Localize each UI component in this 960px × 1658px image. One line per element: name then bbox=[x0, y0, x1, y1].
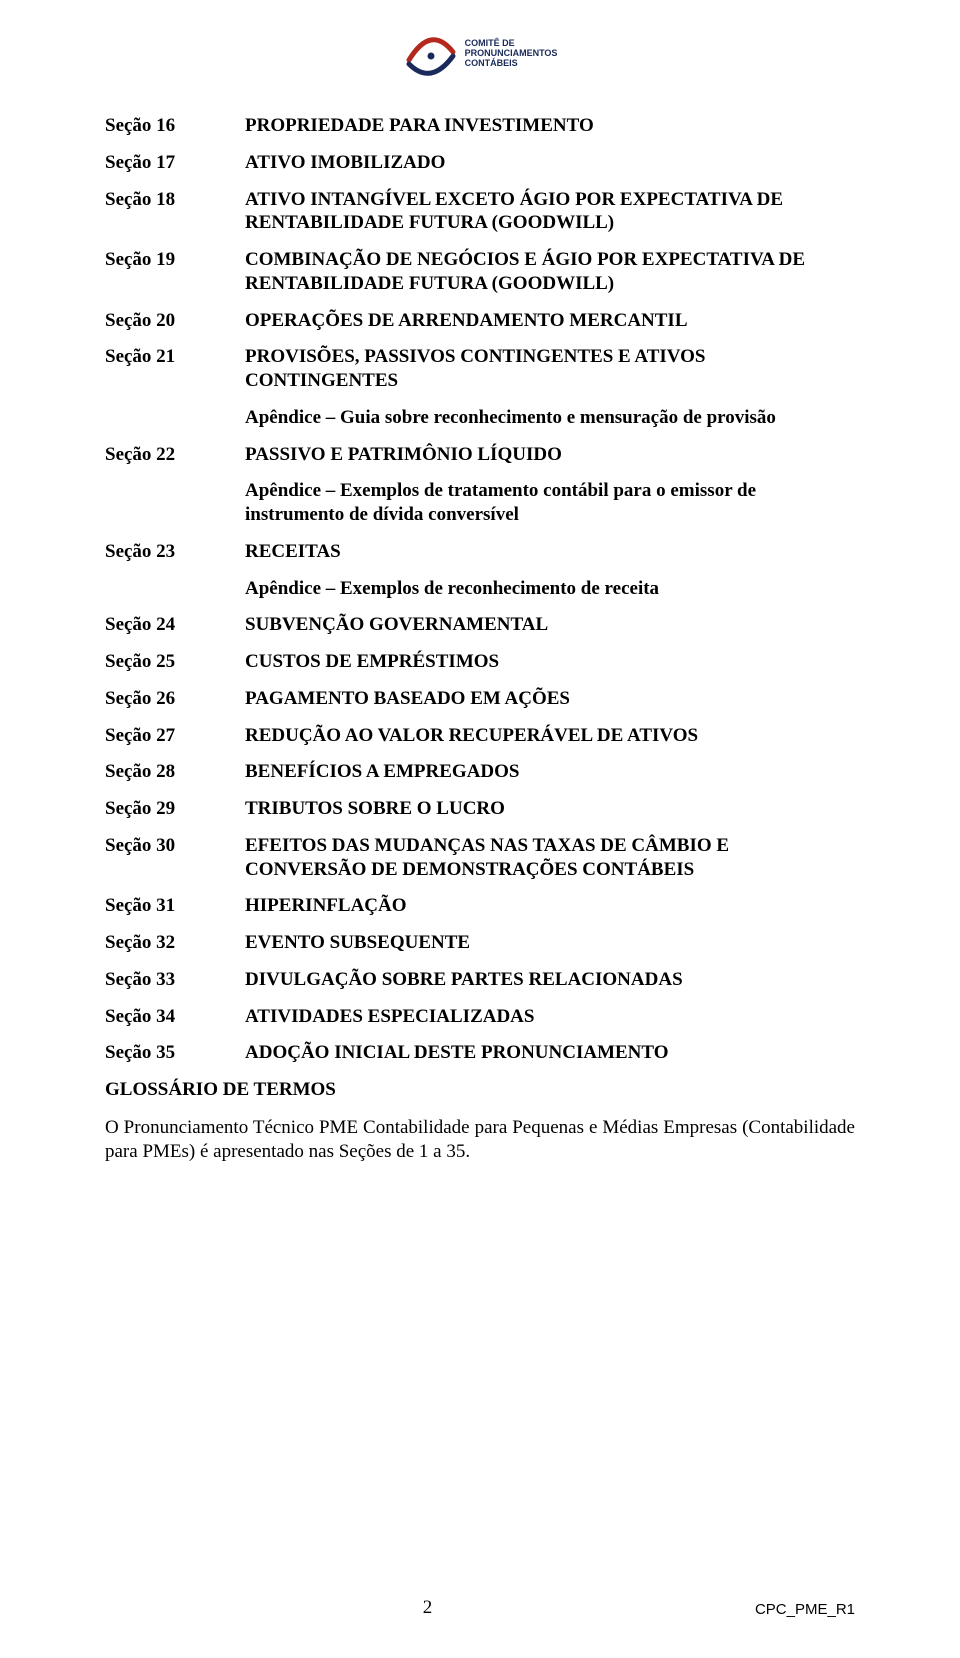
toc-row: Seção 35ADOÇÃO INICIAL DESTE PRONUNCIAME… bbox=[105, 1041, 855, 1065]
toc-section-title: COMBINAÇÃO DE NEGÓCIOS E ÁGIO POR EXPECT… bbox=[245, 248, 855, 296]
logo-text: COMITÊ DE PRONUNCIAMENTOS CONTÁBEIS bbox=[465, 39, 558, 69]
footnote-paragraph: O Pronunciamento Técnico PME Contabilida… bbox=[105, 1116, 855, 1164]
toc-row: Seção 18ATIVO INTANGÍVEL EXCETO ÁGIO POR… bbox=[105, 188, 855, 236]
toc-row: Seção 28BENEFÍCIOS A EMPREGADOS bbox=[105, 760, 855, 784]
toc-section-label: Seção 31 bbox=[105, 894, 245, 918]
toc-appendix: Apêndice – Exemplos de reconhecimento de… bbox=[245, 577, 855, 601]
toc-section-label: Seção 19 bbox=[105, 248, 245, 272]
toc-section-label: Seção 25 bbox=[105, 650, 245, 674]
toc-section-title: PROVISÕES, PASSIVOS CONTINGENTES E ATIVO… bbox=[245, 345, 855, 393]
toc-section-label: Seção 17 bbox=[105, 151, 245, 175]
toc-row: Seção 16PROPRIEDADE PARA INVESTIMENTO bbox=[105, 114, 855, 138]
toc-row: Seção 17ATIVO IMOBILIZADO bbox=[105, 151, 855, 175]
header-logo-wrap: COMITÊ DE PRONUNCIAMENTOS CONTÁBEIS bbox=[105, 30, 855, 78]
toc-section-title: PROPRIEDADE PARA INVESTIMENTO bbox=[245, 114, 855, 138]
toc-row: Seção 19COMBINAÇÃO DE NEGÓCIOS E ÁGIO PO… bbox=[105, 248, 855, 296]
toc-section-label: Seção 30 bbox=[105, 834, 245, 858]
toc-row: Seção 21PROVISÕES, PASSIVOS CONTINGENTES… bbox=[105, 345, 855, 393]
toc-section-label: Seção 18 bbox=[105, 188, 245, 212]
toc-section-title: BENEFÍCIOS A EMPREGADOS bbox=[245, 760, 855, 784]
toc-row: Seção 27REDUÇÃO AO VALOR RECUPERÁVEL DE … bbox=[105, 724, 855, 748]
header-logo: COMITÊ DE PRONUNCIAMENTOS CONTÁBEIS bbox=[403, 30, 558, 78]
toc-row: Seção 24SUBVENÇÃO GOVERNAMENTAL bbox=[105, 613, 855, 637]
toc-section-title: ADOÇÃO INICIAL DESTE PRONUNCIAMENTO bbox=[245, 1041, 855, 1065]
toc-section-label: Seção 34 bbox=[105, 1005, 245, 1029]
toc-section-label: Seção 32 bbox=[105, 931, 245, 955]
logo-icon bbox=[403, 30, 459, 78]
toc-section-title: PAGAMENTO BASEADO EM AÇÕES bbox=[245, 687, 855, 711]
toc-section-title: RECEITAS bbox=[245, 540, 855, 564]
toc-section-label: Seção 24 bbox=[105, 613, 245, 637]
toc-section-title: CUSTOS DE EMPRÉSTIMOS bbox=[245, 650, 855, 674]
toc-section-title: ATIVO INTANGÍVEL EXCETO ÁGIO POR EXPECTA… bbox=[245, 188, 855, 236]
toc-section-label: Seção 23 bbox=[105, 540, 245, 564]
toc-row: Seção 20OPERAÇÕES DE ARRENDAMENTO MERCAN… bbox=[105, 309, 855, 333]
toc-section-title: SUBVENÇÃO GOVERNAMENTAL bbox=[245, 613, 855, 637]
toc-row: Seção 29TRIBUTOS SOBRE O LUCRO bbox=[105, 797, 855, 821]
toc-row: Seção 34ATIVIDADES ESPECIALIZADAS bbox=[105, 1005, 855, 1029]
toc-section-title: TRIBUTOS SOBRE O LUCRO bbox=[245, 797, 855, 821]
toc-section-label: Seção 21 bbox=[105, 345, 245, 369]
toc-row: Seção 31HIPERINFLAÇÃO bbox=[105, 894, 855, 918]
toc-section-label: Seção 33 bbox=[105, 968, 245, 992]
toc-section-title: REDUÇÃO AO VALOR RECUPERÁVEL DE ATIVOS bbox=[245, 724, 855, 748]
toc-row: Seção 32EVENTO SUBSEQUENTE bbox=[105, 931, 855, 955]
toc-section-title: ATIVIDADES ESPECIALIZADAS bbox=[245, 1005, 855, 1029]
toc-section-label: Seção 16 bbox=[105, 114, 245, 138]
toc-section-title: EFEITOS DAS MUDANÇAS NAS TAXAS DE CÂMBIO… bbox=[245, 834, 855, 882]
table-of-contents: Seção 16PROPRIEDADE PARA INVESTIMENTOSeç… bbox=[105, 114, 855, 1163]
toc-section-label: Seção 26 bbox=[105, 687, 245, 711]
toc-appendix: Apêndice – Exemplos de tratamento contáb… bbox=[245, 479, 855, 527]
toc-section-title: OPERAÇÕES DE ARRENDAMENTO MERCANTIL bbox=[245, 309, 855, 333]
toc-section-label: Seção 28 bbox=[105, 760, 245, 784]
toc-row: Seção 30EFEITOS DAS MUDANÇAS NAS TAXAS D… bbox=[105, 834, 855, 882]
toc-row: Seção 26PAGAMENTO BASEADO EM AÇÕES bbox=[105, 687, 855, 711]
toc-row: Seção 25CUSTOS DE EMPRÉSTIMOS bbox=[105, 650, 855, 674]
toc-section-title: HIPERINFLAÇÃO bbox=[245, 894, 855, 918]
toc-appendix: Apêndice – Guia sobre reconhecimento e m… bbox=[245, 406, 855, 430]
toc-section-label: Seção 20 bbox=[105, 309, 245, 333]
toc-section-title: PASSIVO E PATRIMÔNIO LÍQUIDO bbox=[245, 443, 855, 467]
glossary-heading: GLOSSÁRIO DE TERMOS bbox=[105, 1078, 855, 1102]
toc-section-label: Seção 29 bbox=[105, 797, 245, 821]
toc-section-title: ATIVO IMOBILIZADO bbox=[245, 151, 855, 175]
toc-section-label: Seção 22 bbox=[105, 443, 245, 467]
toc-row: Seção 23RECEITAS bbox=[105, 540, 855, 564]
toc-row: Seção 22PASSIVO E PATRIMÔNIO LÍQUIDO bbox=[105, 443, 855, 467]
toc-row: Seção 33DIVULGAÇÃO SOBRE PARTES RELACION… bbox=[105, 968, 855, 992]
toc-section-label: Seção 27 bbox=[105, 724, 245, 748]
logo-line3: CONTÁBEIS bbox=[465, 59, 558, 69]
toc-section-title: DIVULGAÇÃO SOBRE PARTES RELACIONADAS bbox=[245, 968, 855, 992]
toc-section-label: Seção 35 bbox=[105, 1041, 245, 1065]
page-footer: 2 CPC_PME_R1 bbox=[0, 1597, 855, 1618]
document-page: COMITÊ DE PRONUNCIAMENTOS CONTÁBEIS Seçã… bbox=[0, 0, 960, 1658]
toc-section-title: EVENTO SUBSEQUENTE bbox=[245, 931, 855, 955]
